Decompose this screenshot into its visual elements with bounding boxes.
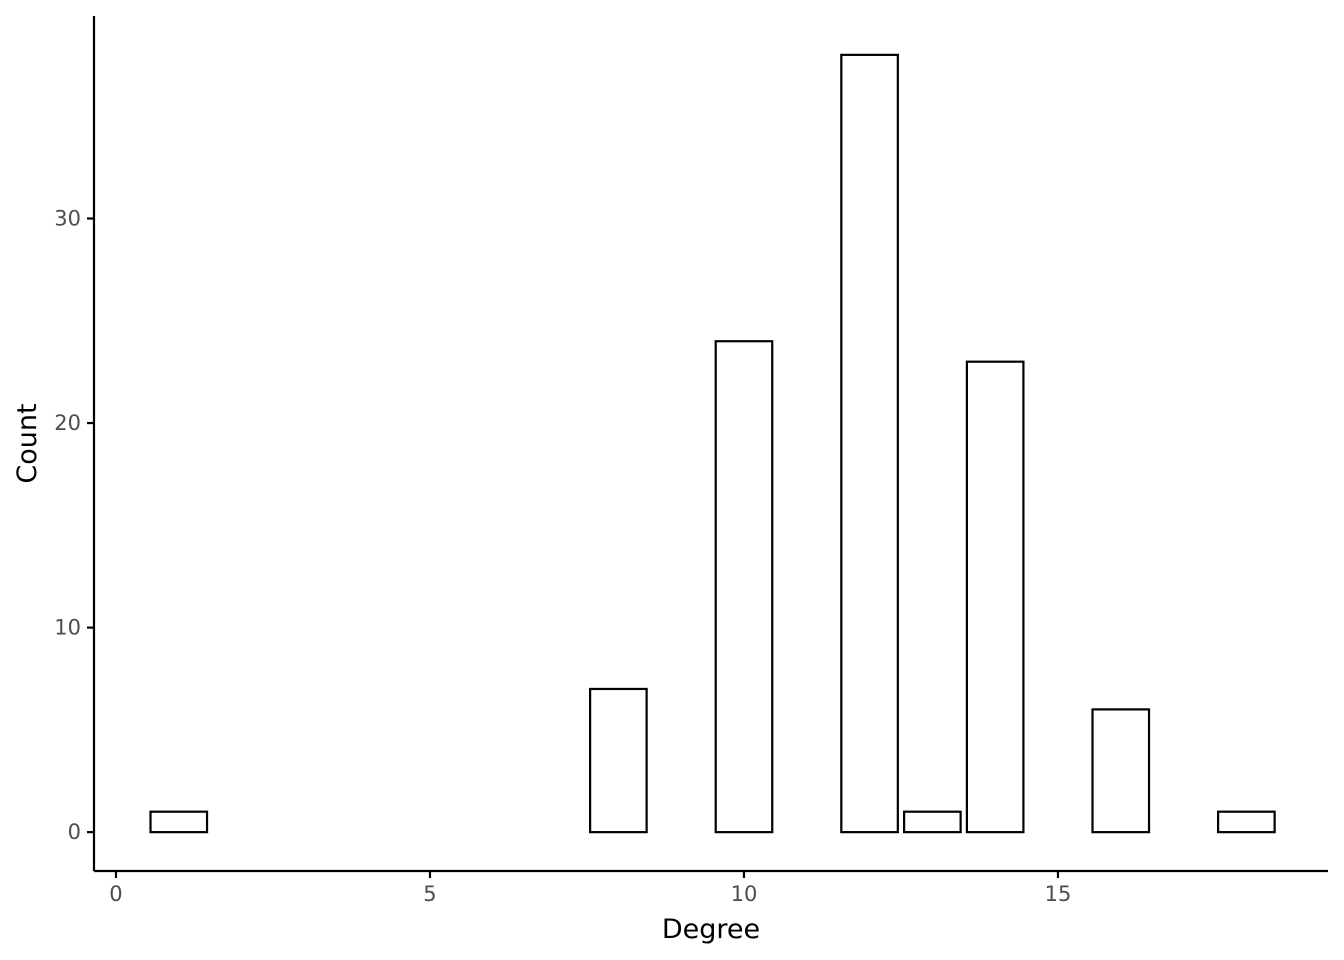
bar	[903, 810, 962, 834]
bar	[965, 360, 1025, 834]
x-tick-label: 0	[109, 882, 122, 906]
ticks-layer: 0 5 10 15 0 10 20 30	[54, 207, 1071, 907]
x-tick-label: 5	[423, 882, 436, 906]
bar	[714, 340, 774, 834]
bar	[589, 687, 648, 834]
y-tick-label: 0	[68, 820, 81, 844]
bar	[840, 53, 899, 834]
y-tick-label: 20	[54, 411, 81, 435]
bars-layer	[149, 53, 1276, 834]
y-tick-label: 30	[54, 207, 81, 231]
bar	[149, 810, 209, 834]
y-tick-label: 10	[54, 616, 81, 640]
x-tick-label: 15	[1045, 882, 1072, 906]
axes-layer	[92, 16, 1328, 873]
bar	[1091, 708, 1151, 834]
y-axis-title: Count	[12, 403, 43, 483]
x-tick-label: 10	[731, 882, 758, 906]
bar	[1217, 810, 1276, 834]
x-axis-title: Degree	[662, 914, 760, 945]
